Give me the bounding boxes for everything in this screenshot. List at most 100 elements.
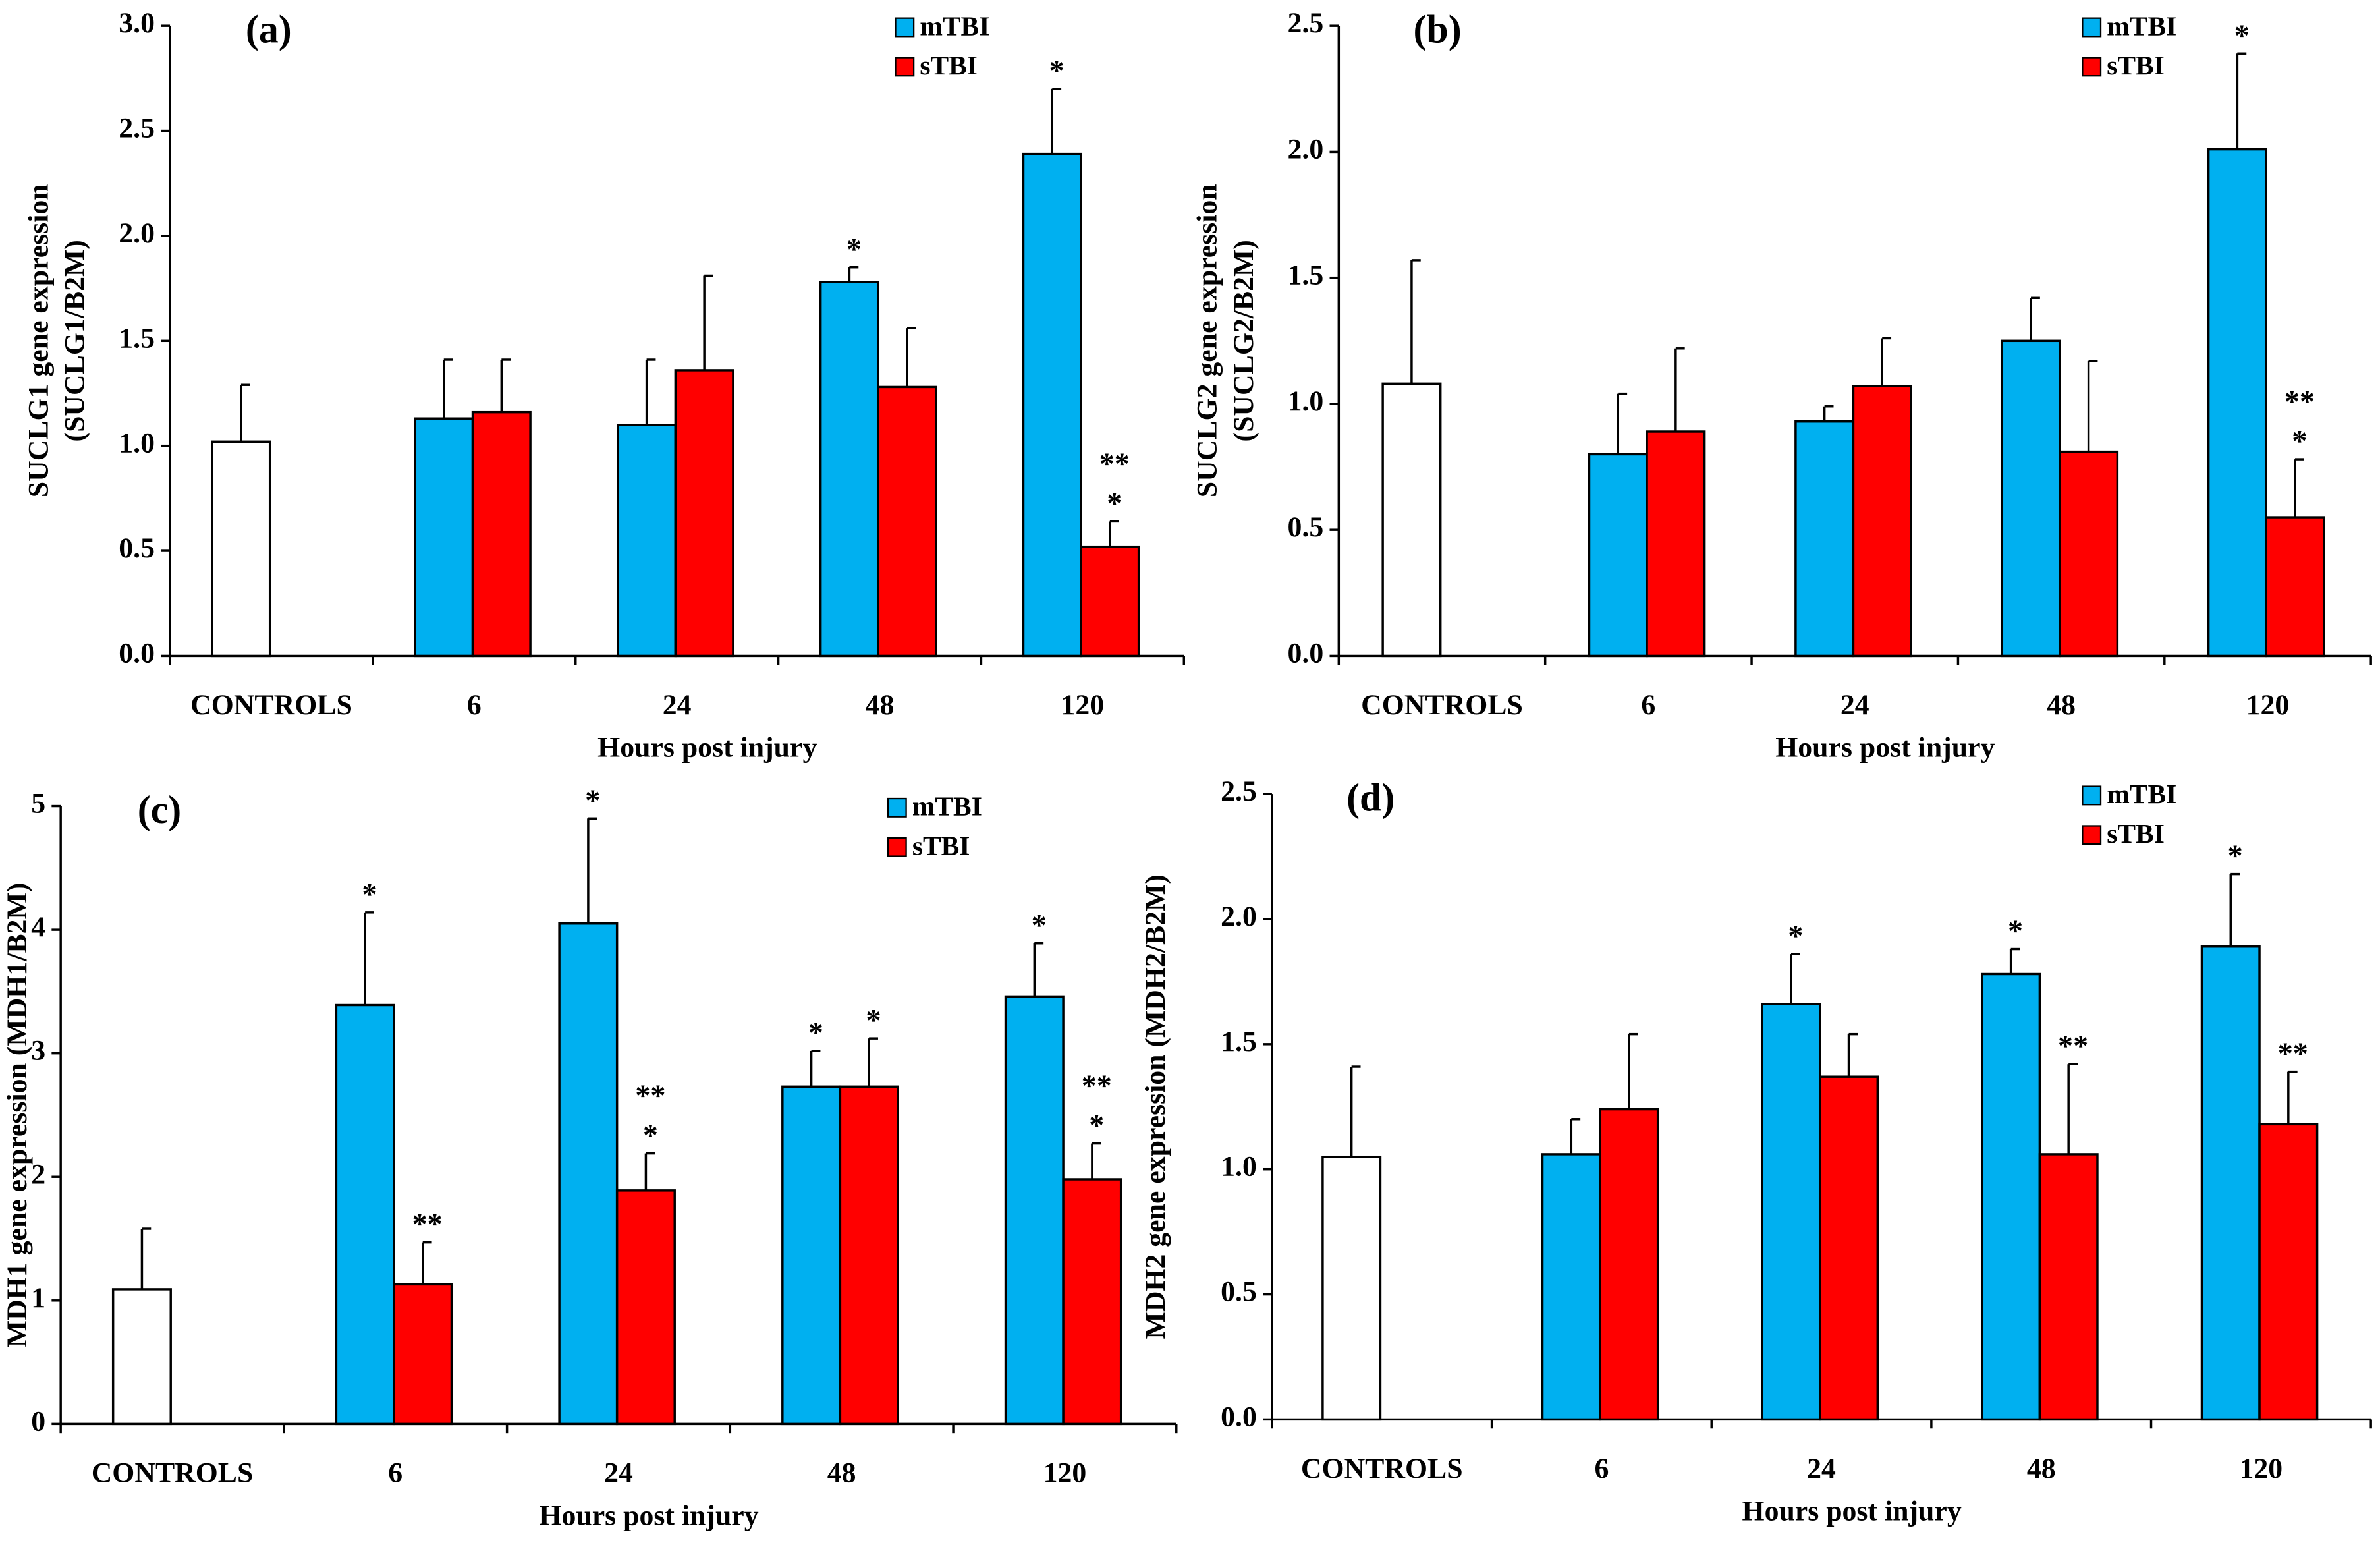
y-tick-label: 0.5	[119, 532, 155, 564]
x-tick-label: 6	[388, 1457, 402, 1489]
panel-title: (d)	[1346, 775, 1395, 819]
bar	[1062, 1178, 1122, 1426]
x-tick-label: 6	[467, 689, 482, 721]
y-tick-label: 1	[31, 1282, 45, 1314]
bar	[819, 281, 879, 658]
bar	[2265, 516, 2325, 658]
legend-swatch	[895, 17, 915, 38]
bar	[1852, 385, 1912, 658]
bar	[2001, 339, 2061, 658]
bar	[414, 417, 474, 658]
bar	[781, 1085, 842, 1426]
panel-title: (a)	[246, 7, 292, 51]
bar	[839, 1085, 899, 1426]
x-tick-label: 6	[1594, 1453, 1609, 1484]
x-tick-label: 120	[1061, 689, 1105, 721]
significance-label: **	[412, 1207, 443, 1241]
significance-label: *	[1089, 1108, 1104, 1142]
significance-label: *	[846, 232, 862, 266]
y-tick-label: 2.0	[1288, 133, 1324, 165]
y-axis-label: MDH2 gene expression (MDH2/B2M)	[1140, 874, 1171, 1339]
panel: 0.0 0.5 1.0 1.5 2.0 2.5 CONTROLS 6 24 48 120 Hours …	[1140, 775, 2372, 1527]
y-axis-label: SUCLG1 gene expression	[22, 184, 54, 497]
legend-label: sTBI	[912, 831, 970, 861]
x-tick-label: 24	[663, 689, 692, 721]
significance-label: *	[808, 1015, 823, 1049]
significance-label: *	[2008, 914, 2023, 947]
bar	[211, 440, 271, 658]
bar	[1321, 1155, 1382, 1421]
significance-label: **	[1099, 447, 1130, 480]
y-tick-label: 2.5	[119, 113, 155, 144]
bar	[2200, 945, 2261, 1421]
y-tick-label: 0.0	[1221, 1401, 1257, 1432]
y-axis-label: (SUCLG2/B2M)	[1228, 240, 1259, 441]
y-tick-label: 0.0	[119, 637, 155, 669]
bar	[471, 410, 532, 658]
x-axis-label: Hours post injury	[597, 731, 817, 763]
bar	[111, 1288, 172, 1426]
legend-swatch	[887, 837, 907, 857]
legend-swatch	[895, 57, 915, 77]
y-tick-label: 2.5	[1221, 775, 1257, 807]
x-tick-label: 48	[2047, 689, 2076, 721]
legend-label: mTBI	[920, 11, 989, 41]
bar	[1981, 972, 2041, 1421]
x-tick-label: CONTROLS	[1301, 1453, 1463, 1484]
legend-swatch	[2082, 17, 2102, 38]
bar	[1022, 152, 1082, 658]
significance-label: *	[1788, 919, 1803, 953]
panel: 0.0 0.5 1.0 1.5 2.0 2.5 CONTROLS 6 24 48 120 Hours …	[1192, 7, 2372, 763]
y-tick-label: 0.5	[1288, 511, 1324, 543]
bar	[674, 369, 734, 658]
y-tick-label: 0	[31, 1405, 45, 1437]
bar	[393, 1283, 453, 1426]
x-tick-label: 120	[1043, 1457, 1087, 1489]
bar	[2038, 1153, 2099, 1421]
significance-label: *	[2234, 18, 2250, 52]
significance-label: *	[643, 1118, 658, 1152]
y-tick-label: 2	[31, 1158, 45, 1190]
significance-label: *	[362, 877, 377, 911]
legend-swatch	[2082, 57, 2102, 77]
panel: 0 1 2 3 4 5 CONTROLS 6 24 48 120 Hours post injury M…	[1, 783, 1178, 1531]
y-tick-label: 1.5	[1288, 260, 1324, 291]
y-tick-label: 1.0	[1288, 385, 1324, 417]
y-tick-label: 3.0	[119, 7, 155, 39]
legend-swatch	[2082, 825, 2102, 845]
panel-title: (b)	[1413, 7, 1461, 51]
significance-label: **	[2284, 385, 2315, 418]
y-axis-label: (SUCLG1/B2M)	[59, 240, 91, 441]
x-tick-label: CONTROLS	[92, 1457, 254, 1489]
y-tick-label: 5	[31, 788, 45, 820]
x-tick-label: 120	[2240, 1453, 2283, 1484]
bar	[2258, 1123, 2319, 1421]
significance-label: *	[866, 1003, 881, 1037]
bar	[2059, 450, 2119, 658]
significance-label: *	[1049, 53, 1065, 87]
bar	[1819, 1075, 1879, 1421]
y-tick-label: 2.0	[119, 217, 155, 249]
legend-label: sTBI	[920, 50, 978, 80]
bar	[335, 1003, 395, 1426]
y-tick-label: 2.5	[1288, 7, 1324, 39]
legend-swatch	[887, 797, 907, 818]
x-tick-label: 48	[2027, 1453, 2056, 1484]
significance-label: *	[2292, 424, 2307, 458]
bar	[2207, 148, 2267, 658]
bar	[1541, 1153, 1601, 1421]
y-tick-label: 1.5	[1221, 1026, 1257, 1057]
x-tick-label: 24	[604, 1457, 633, 1489]
bar	[1794, 420, 1855, 658]
bar	[1080, 545, 1140, 658]
x-tick-label: 24	[1840, 689, 1869, 721]
panel: 0.0 0.5 1.0 1.5 2.0 2.5 3.0 CONTROLS 6 24 48 120 Hou…	[22, 7, 1186, 763]
x-axis-label: Hours post injury	[539, 1500, 758, 1531]
x-axis-label: Hours post injury	[1742, 1495, 1962, 1527]
x-tick-label: 48	[866, 689, 895, 721]
bar	[558, 922, 619, 1426]
significance-label: *	[1032, 908, 1047, 942]
y-tick-label: 1.0	[119, 428, 155, 459]
significance-label: **	[2058, 1029, 2088, 1063]
x-tick-label: CONTROLS	[190, 689, 352, 721]
